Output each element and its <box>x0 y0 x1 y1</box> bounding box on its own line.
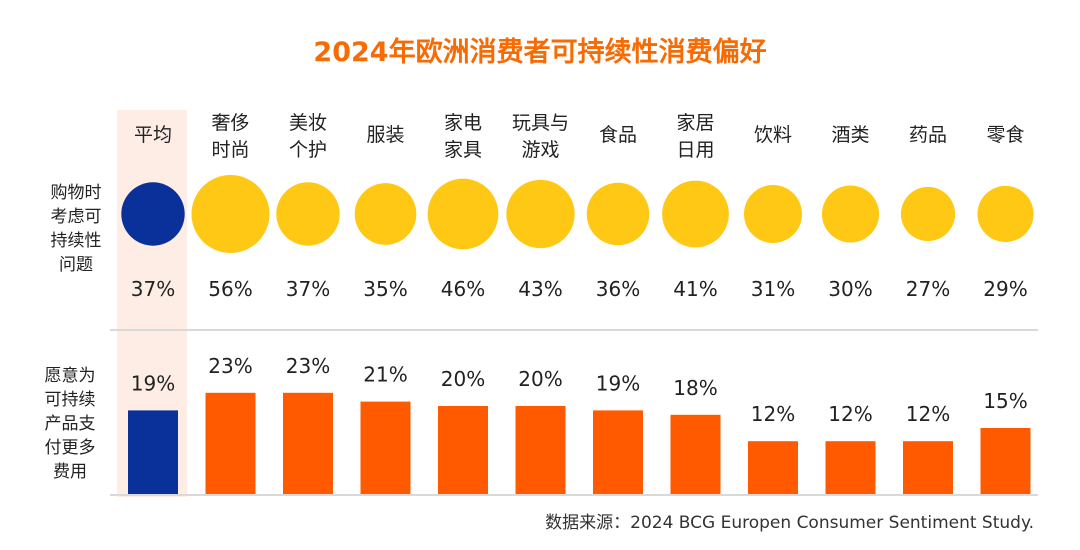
row-label-consider: 问题 <box>59 255 93 275</box>
bar-value-label: 23% <box>208 354 252 378</box>
category-label: 个护 <box>289 139 327 161</box>
category-label: 美妆 <box>289 112 327 134</box>
bubble-value-label: 43% <box>518 277 562 301</box>
row-label-pay-more: 可持续 <box>45 390 96 410</box>
bar-mark <box>980 428 1031 494</box>
category-label: 家具 <box>444 139 482 161</box>
bar-mark <box>128 410 178 494</box>
row-label-pay-more: 产品支 <box>45 414 96 434</box>
bar-mark <box>205 392 256 494</box>
bubble-mark <box>191 175 270 253</box>
bubble-mark <box>821 185 880 243</box>
row-label-consider: 购物时 <box>51 183 102 203</box>
bar-mark <box>593 410 643 494</box>
bubble-mark <box>977 185 1034 243</box>
bubble-value-label: 31% <box>751 277 795 301</box>
bar-mark <box>670 414 721 494</box>
bubble-mark <box>743 184 803 244</box>
bubble-mark <box>121 182 185 246</box>
bar-value-label: 21% <box>363 363 407 387</box>
bar-mark <box>903 441 953 494</box>
bar-value-label: 12% <box>751 402 795 426</box>
bubble-mark <box>662 180 729 248</box>
bubble-value-label: 56% <box>208 277 252 301</box>
bar-mark <box>515 406 566 494</box>
category-label: 服装 <box>366 124 404 146</box>
bubble-value-label: 27% <box>906 277 950 301</box>
category-label: 奢侈 <box>211 112 249 134</box>
category-label: 玩具与 <box>512 112 569 134</box>
bubble-value-label: 41% <box>673 277 717 301</box>
bubble-value-label: 37% <box>131 277 175 301</box>
row-label-pay-more: 愿意为 <box>45 366 96 386</box>
bar-value-label: 23% <box>286 354 330 378</box>
category-label: 零食 <box>986 124 1024 146</box>
bar-value-label: 12% <box>906 402 950 426</box>
bubble-mark <box>506 179 575 249</box>
bubble-mark <box>586 182 650 246</box>
bar-mark <box>438 406 488 494</box>
bubble-value-label: 36% <box>596 277 640 301</box>
bubble-value-label: 37% <box>286 277 330 301</box>
bar-value-label: 19% <box>596 371 640 395</box>
chart-title: 2024年欧洲消费者可持续性消费偏好 <box>313 37 767 68</box>
row-label-consider: 持续性 <box>51 231 102 251</box>
category-label: 家电 <box>444 112 482 134</box>
row-label-consider: 考虑可 <box>51 207 102 227</box>
category-label: 日用 <box>676 139 714 161</box>
bubble-mark <box>276 182 340 246</box>
category-label: 游戏 <box>521 139 559 161</box>
category-label: 药品 <box>909 124 947 146</box>
row-label-pay-more: 费用 <box>53 462 87 482</box>
row-label-pay-more: 付更多 <box>45 438 96 458</box>
bar-value-label: 15% <box>983 389 1027 413</box>
bubble-value-label: 29% <box>983 277 1027 301</box>
bubble-value-label: 30% <box>828 277 872 301</box>
bar-mark <box>360 401 411 494</box>
category-label: 饮料 <box>754 124 792 146</box>
source-note: 数据来源：2024 BCG Europen Consumer Sentiment… <box>545 513 1034 533</box>
category-label: 平均 <box>134 124 172 146</box>
category-label: 时尚 <box>211 139 249 161</box>
bar-value-label: 12% <box>828 402 872 426</box>
bar-mark <box>825 441 876 494</box>
bar-mark <box>748 441 798 494</box>
bar-value-label: 18% <box>673 376 717 400</box>
bar-value-label: 20% <box>441 367 485 391</box>
bubble-mark <box>427 178 499 250</box>
category-label: 食品 <box>599 124 637 146</box>
category-label: 酒类 <box>831 124 869 146</box>
bubble-mark <box>900 186 956 242</box>
bubble-mark <box>354 183 417 245</box>
bar-mark <box>283 392 333 494</box>
category-label: 家居 <box>676 112 714 134</box>
bubble-value-label: 46% <box>441 277 485 301</box>
bubble-value-label: 35% <box>363 277 407 301</box>
bar-value-label: 20% <box>518 367 562 391</box>
bar-value-label: 19% <box>131 371 175 395</box>
